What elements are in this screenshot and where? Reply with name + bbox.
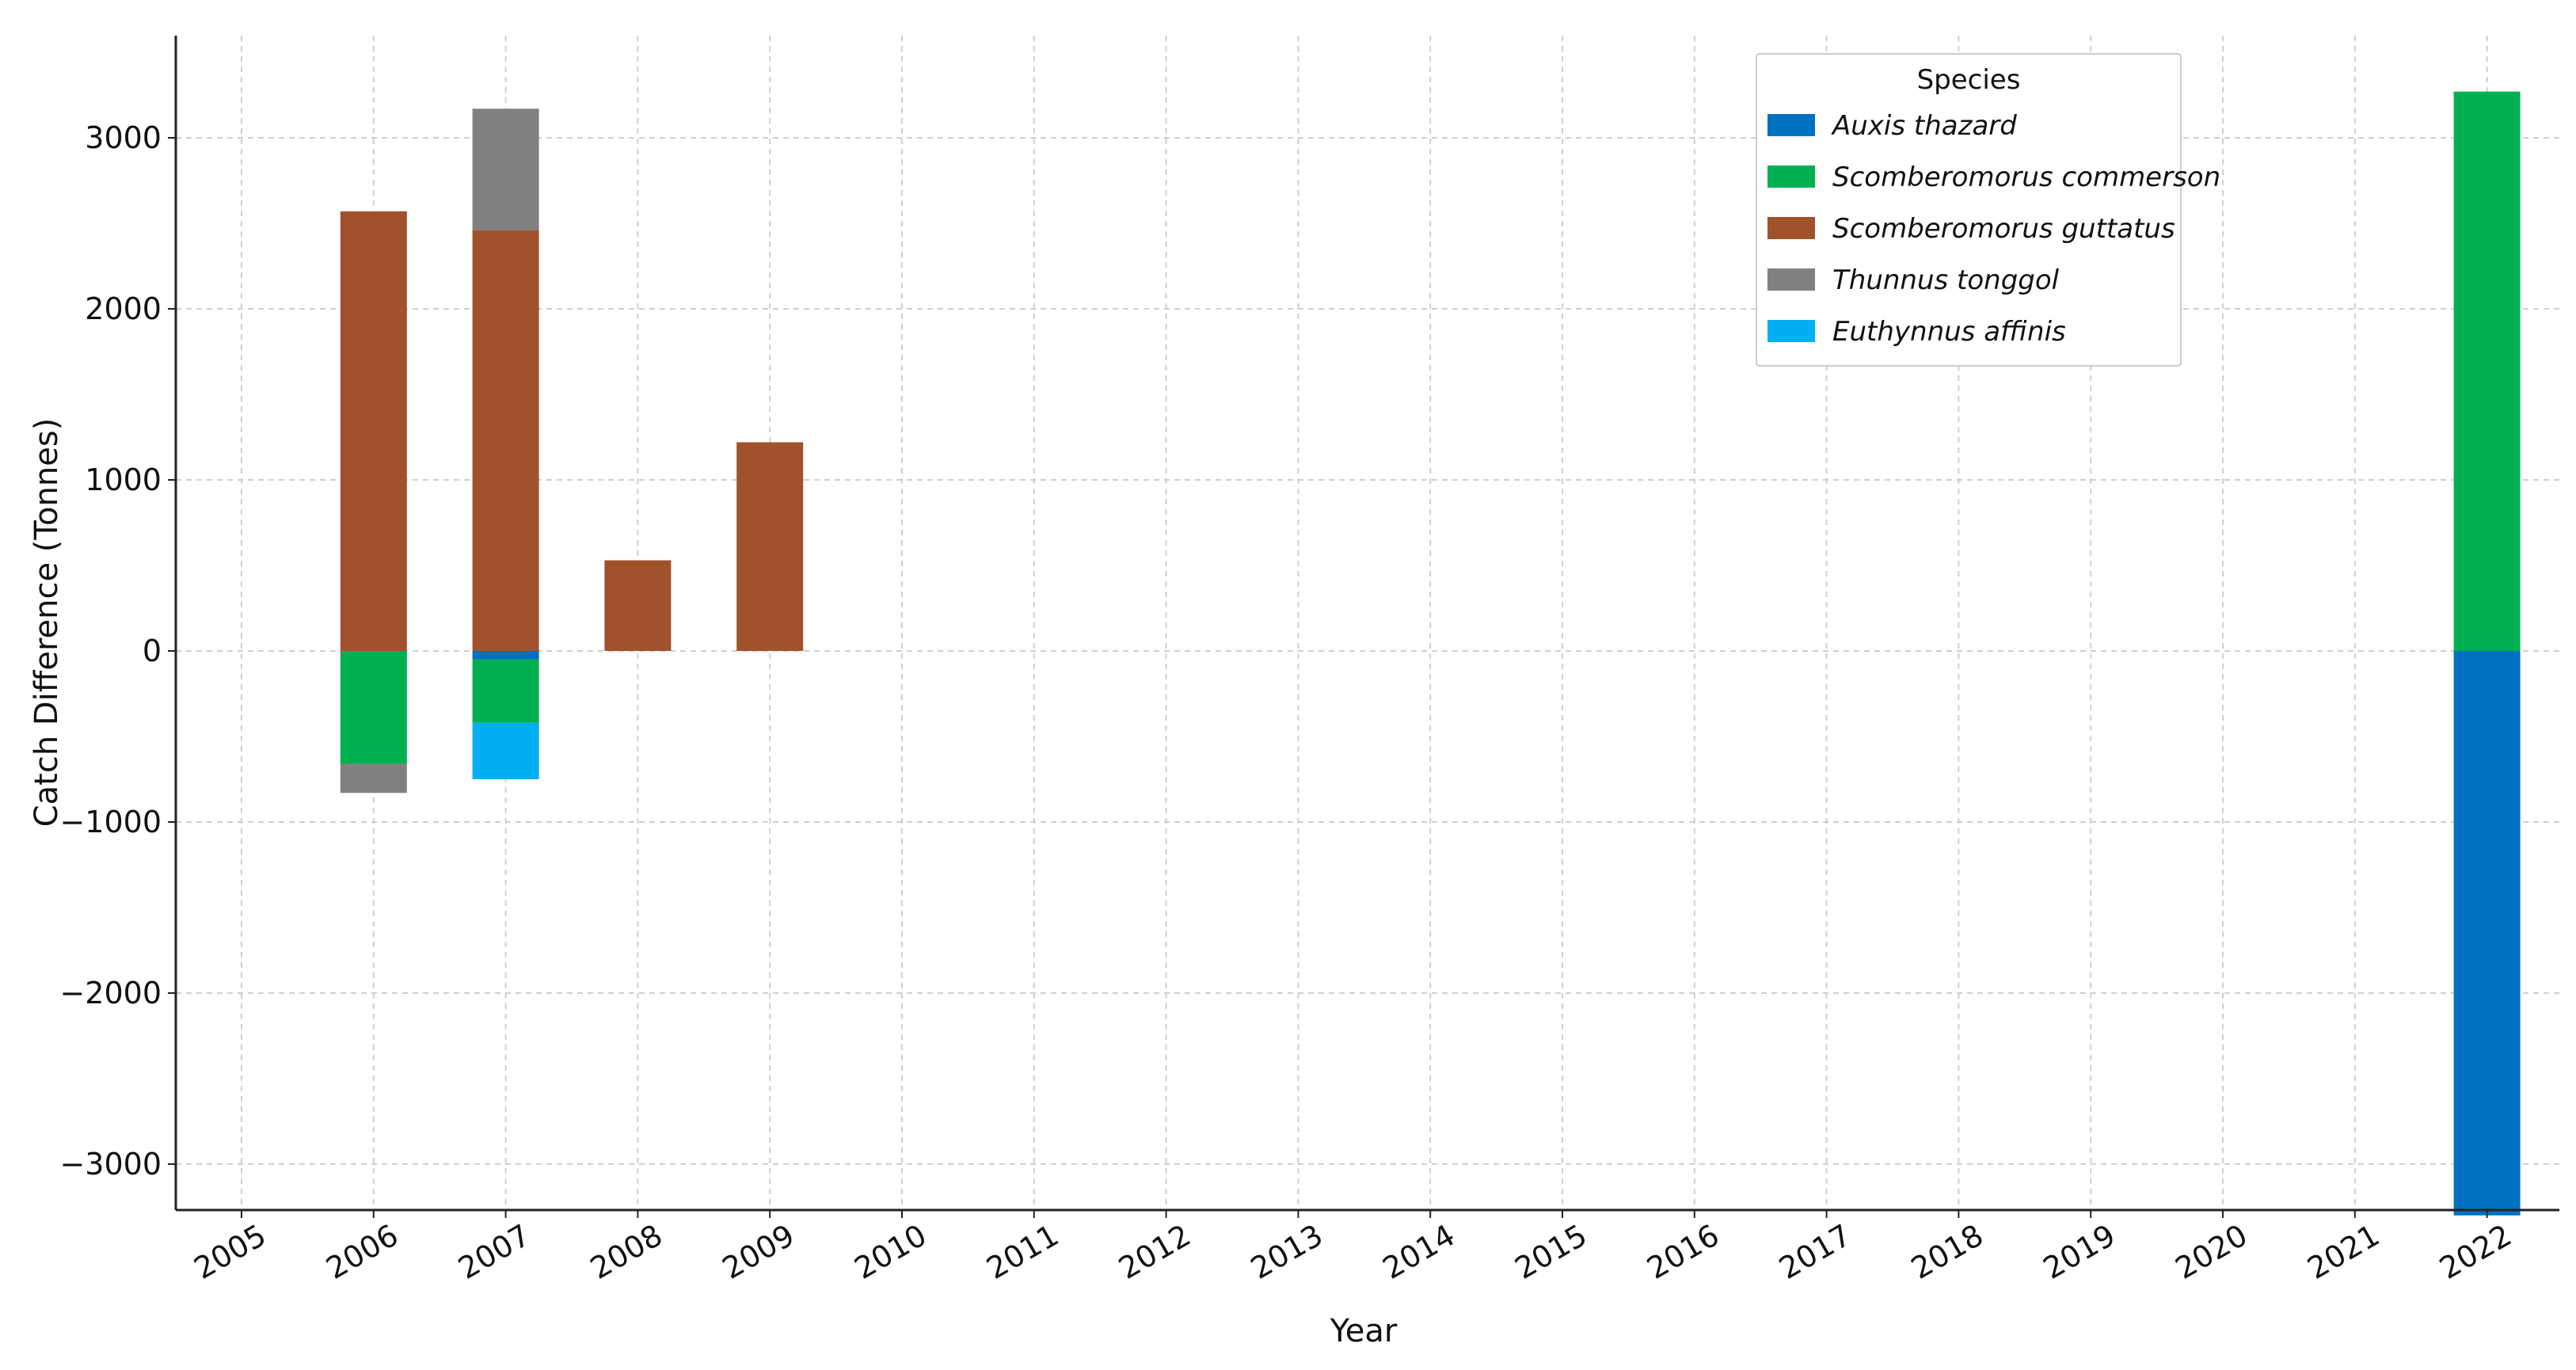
x-tick-label: 2021 xyxy=(2301,1218,2385,1286)
y-tick-label: 3000 xyxy=(85,120,162,155)
legend: Species Auxis thazard Scomberomorus comme… xyxy=(1756,53,2220,367)
y-tick-label: −1000 xyxy=(59,805,162,839)
bar-segment xyxy=(472,659,539,723)
x-tick-label: 2005 xyxy=(188,1218,272,1286)
x-tick-label: 2011 xyxy=(980,1218,1064,1286)
bar-segment xyxy=(340,651,407,764)
legend-label: Scomberomorus guttatus xyxy=(1832,213,2175,245)
x-tick-label: 2007 xyxy=(452,1218,536,1286)
bar-segment xyxy=(340,763,407,793)
bar-segment xyxy=(340,211,407,651)
legend-title: Species xyxy=(1917,64,2021,96)
x-tick-label: 2018 xyxy=(1905,1218,1989,1286)
x-tick-label: 2017 xyxy=(1773,1218,1857,1286)
legend-swatch xyxy=(1767,320,1815,342)
x-tick-label: 2012 xyxy=(1113,1218,1197,1286)
x-tick-label: 2009 xyxy=(717,1218,801,1286)
y-tick-label: 2000 xyxy=(85,291,162,326)
bars xyxy=(340,91,2521,1216)
bar-segment xyxy=(736,442,804,651)
x-axis-title: Year xyxy=(1330,1313,1398,1349)
legend-swatch xyxy=(1767,217,1815,239)
legend-label: Euthynnus affinis xyxy=(1832,316,2066,348)
bar-segment xyxy=(472,230,539,651)
bar-segment xyxy=(472,651,539,660)
legend-swatch xyxy=(1767,268,1815,291)
y-ticks: 3000 2000 1000 0 −1000 −2000 −3000 xyxy=(59,120,176,1182)
legend-label: Thunnus tonggol xyxy=(1832,264,2060,296)
bar-segment xyxy=(472,722,539,779)
legend-swatch xyxy=(1767,114,1815,136)
x-tick-label: 2010 xyxy=(849,1218,933,1286)
y-axis-title: Catch Difference (Tonnes) xyxy=(29,418,65,828)
y-tick-label: −2000 xyxy=(59,976,162,1010)
y-tick-label: −3000 xyxy=(59,1147,162,1182)
bar-segment xyxy=(2453,651,2521,1216)
x-tick-label: 2020 xyxy=(2170,1218,2254,1286)
legend-label: Auxis thazard xyxy=(1831,110,2017,142)
x-tick-label: 2006 xyxy=(320,1218,404,1286)
x-tick-label: 2022 xyxy=(2433,1218,2517,1286)
legend-items: Auxis thazard Scomberomorus commerson Scom… xyxy=(1767,110,2220,348)
y-tick-label: 1000 xyxy=(85,462,162,497)
x-tick-label: 2015 xyxy=(1509,1218,1593,1286)
legend-swatch xyxy=(1767,166,1815,188)
x-tick-label: 2016 xyxy=(1641,1218,1725,1286)
x-tick-label: 2014 xyxy=(1377,1218,1461,1286)
legend-label: Scomberomorus commerson xyxy=(1832,162,2220,193)
x-tick-label: 2008 xyxy=(584,1218,668,1286)
x-tick-label: 2019 xyxy=(2038,1218,2121,1286)
y-tick-label: 0 xyxy=(143,634,162,668)
bar-segment xyxy=(2453,91,2521,652)
x-ticks: 2005 2006 2007 2008 2009 2010 2011 2012 2013 2014… xyxy=(188,1210,2517,1286)
axes xyxy=(174,36,2559,1212)
x-tick-label: 2013 xyxy=(1245,1218,1329,1286)
legend-frame xyxy=(1756,53,2182,367)
bar-segment xyxy=(604,560,672,651)
bar-segment xyxy=(472,108,539,230)
